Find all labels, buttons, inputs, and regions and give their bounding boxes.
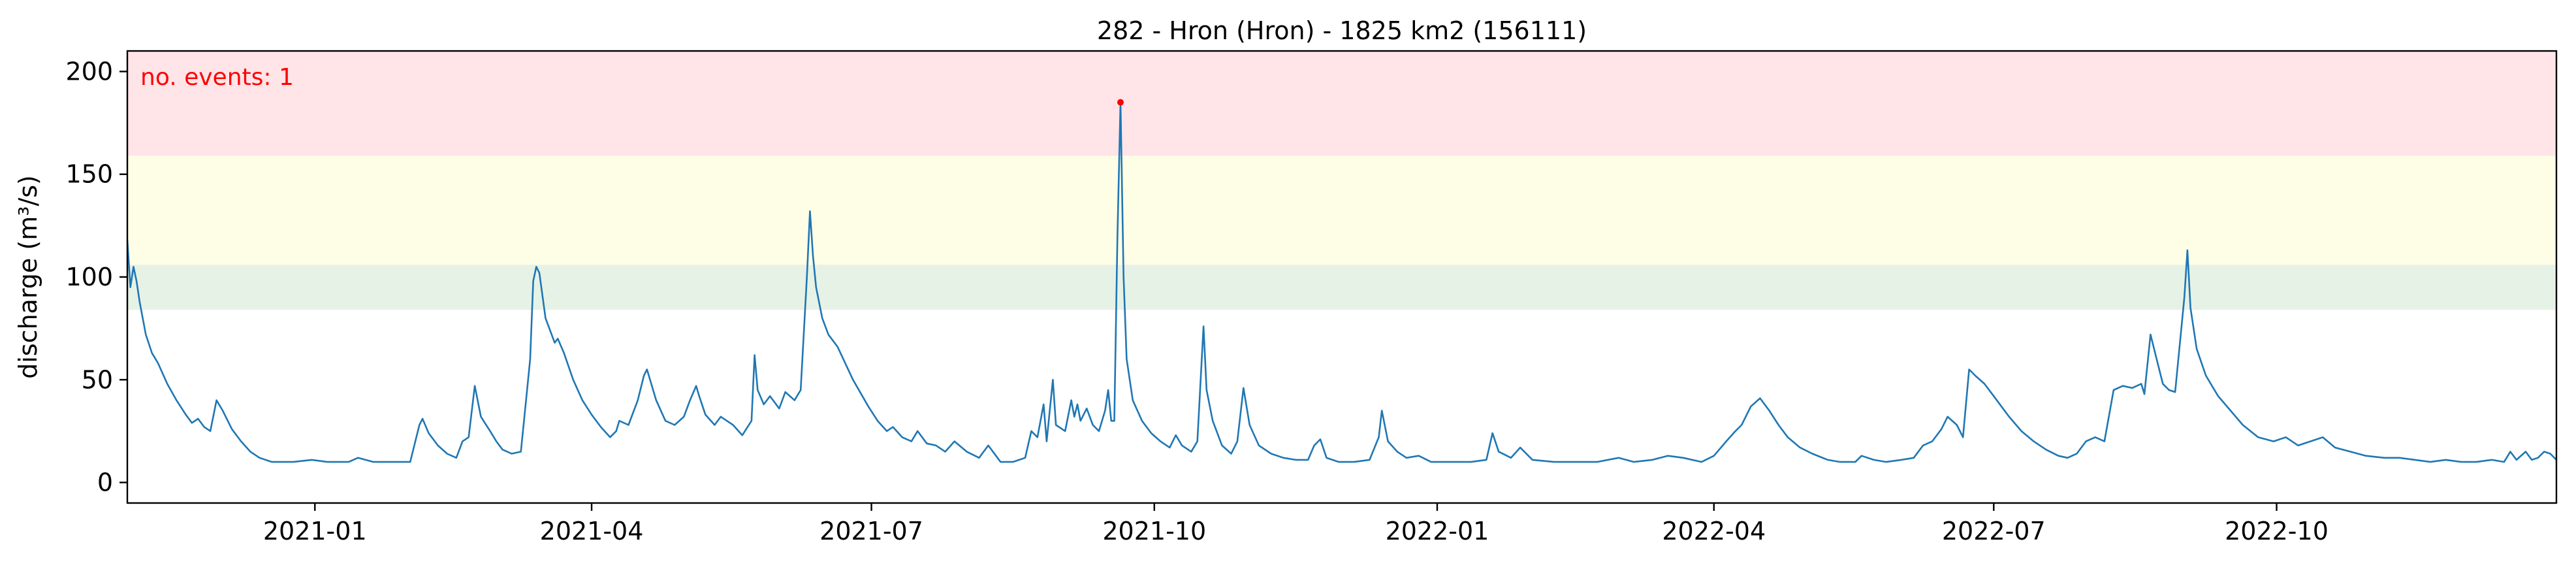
x-tick-label: 2022-04: [1662, 517, 1766, 545]
threshold-bands: [127, 51, 2556, 310]
threshold-band-2: [127, 155, 2556, 265]
y-tick-label: 50: [82, 365, 113, 394]
event-markers: [1117, 99, 1124, 106]
y-tick-label: 200: [65, 57, 113, 86]
events-count-annotation: no. events: 1: [140, 64, 294, 91]
y-tick-label: 150: [65, 160, 113, 189]
y-tick-label: 100: [65, 263, 113, 291]
x-axis: 2021-01 2021-04 2021-07 2021-10 2022-01 2022-…: [263, 503, 2329, 545]
threshold-band-1: [127, 265, 2556, 310]
event-marker-1: [1117, 99, 1124, 106]
x-tick-label: 2022-01: [1386, 517, 1489, 545]
x-tick-label: 2022-07: [1942, 517, 2046, 545]
threshold-band-3: [127, 51, 2556, 156]
y-tick-label: 0: [97, 468, 113, 497]
discharge-series-line: [126, 101, 2557, 463]
y-axis-label: discharge (m³/s): [14, 175, 42, 379]
y-axis: 0 50 100 150 200: [65, 57, 127, 497]
x-tick-label: 2021-07: [819, 517, 923, 545]
x-tick-label: 2021-01: [263, 517, 367, 545]
x-tick-label: 2021-04: [540, 517, 644, 545]
x-tick-label: 2021-10: [1102, 517, 1206, 545]
chart-title: 282 - Hron (Hron) - 1825 km2 (156111): [1097, 16, 1587, 45]
x-tick-label: 2022-10: [2225, 517, 2329, 545]
